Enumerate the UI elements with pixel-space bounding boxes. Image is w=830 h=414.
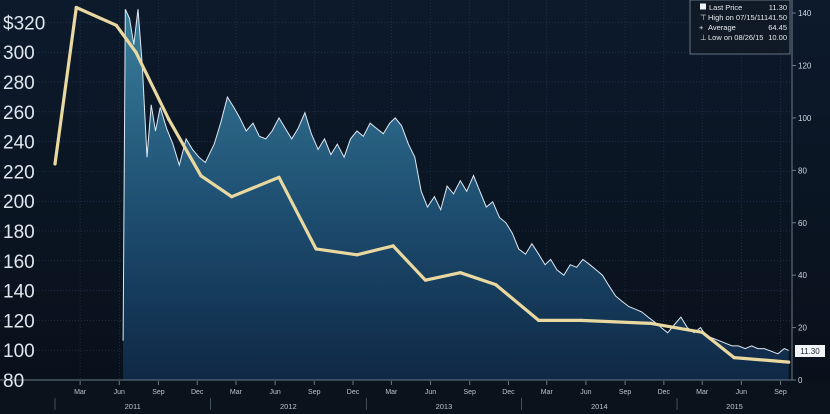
line-point xyxy=(700,330,704,334)
left-tick-label: 220 xyxy=(3,162,35,183)
left-tick-label: 120 xyxy=(3,311,35,332)
legend-marker-high: ⊤ xyxy=(700,13,707,22)
x-axis: Mar Jun Sep Dec Mar Jun Sep Dec Mar Jun Sep Dec Mar J… xyxy=(54,381,787,411)
line-point xyxy=(53,162,57,166)
x-year-label: 2011 xyxy=(125,402,141,411)
legend-marker-low: ⊥ xyxy=(700,33,707,42)
x-tick-label: Dec xyxy=(658,389,671,396)
x-tick-label: Dec xyxy=(502,389,515,396)
line-point xyxy=(134,50,138,54)
legend-value-low: 10.00 xyxy=(768,33,787,42)
x-tick-label: Mar xyxy=(696,389,709,396)
line-point xyxy=(649,321,653,325)
area-line xyxy=(122,8,789,355)
last-price-tag-text: 11.30 xyxy=(800,347,820,356)
line-point xyxy=(391,244,395,248)
x-tick-label: Dec xyxy=(347,389,360,396)
left-tick-label: $320 xyxy=(3,13,45,34)
area-fill xyxy=(123,9,789,380)
legend-value-high: 141.50 xyxy=(764,13,787,22)
yellow-line xyxy=(53,5,791,364)
line-point xyxy=(114,23,118,27)
line-point xyxy=(314,247,318,251)
legend-marker-average: + xyxy=(699,23,704,32)
legend-label-high: High on 07/15/11 xyxy=(708,13,765,22)
x-axis-band xyxy=(0,381,830,414)
x-tick-label: Sep xyxy=(774,389,787,396)
x-year-label: 2014 xyxy=(591,402,608,411)
left-tick-label: 140 xyxy=(3,282,35,303)
right-tick-label: 0 xyxy=(798,376,803,385)
left-tick-label: 280 xyxy=(3,73,35,94)
x-tick-label: Sep xyxy=(619,389,632,396)
x-tick-label: Mar xyxy=(385,389,398,396)
x-year-label: 2012 xyxy=(280,402,297,411)
left-tick-label: 100 xyxy=(3,341,35,362)
line-point xyxy=(277,175,281,179)
right-tick-label: 140 xyxy=(798,9,812,18)
left-axis: $320 300 280 260 240 220 200 180 160 140 120 100 80 xyxy=(3,13,45,392)
legend-value-average: 64.45 xyxy=(768,23,787,32)
left-tick-label: 180 xyxy=(3,222,35,243)
x-tick-label: Dec xyxy=(191,389,204,396)
legend-value-last-price: 11.30 xyxy=(769,3,787,12)
right-tick-label: 80 xyxy=(798,166,807,175)
x-tick-label: Jun xyxy=(580,389,591,396)
x-tick-label: Jun xyxy=(114,389,125,396)
x-tick-label: Mar xyxy=(74,389,87,396)
left-tick-label: 260 xyxy=(3,103,35,124)
x-year-label: 2013 xyxy=(436,402,453,411)
area-series xyxy=(122,8,789,380)
left-tick-label: 160 xyxy=(3,252,35,273)
left-tick-label: 200 xyxy=(3,192,35,213)
x-tick-label: Mar xyxy=(541,389,554,396)
right-tick-label: 100 xyxy=(798,114,812,123)
x-year-label: 2015 xyxy=(726,402,743,411)
line-point xyxy=(167,117,171,121)
legend-label-low: Low on 08/26/15 xyxy=(708,33,763,42)
legend-label-average: Average xyxy=(708,23,736,32)
last-price-tag: 11.30 xyxy=(795,345,825,357)
line-point xyxy=(494,283,498,287)
left-tick-label: 300 xyxy=(3,43,35,64)
line-point xyxy=(423,278,428,282)
line-point xyxy=(74,5,78,10)
left-tick-label: 240 xyxy=(3,133,35,154)
x-tick-label: Sep xyxy=(152,389,165,396)
line-point xyxy=(230,195,234,199)
line-point xyxy=(786,360,791,364)
line-point xyxy=(199,174,203,178)
right-tick-label: 40 xyxy=(798,271,807,280)
x-tick-label: Jun xyxy=(736,389,747,396)
x-tick-label: Jun xyxy=(425,389,436,396)
right-tick-label: 20 xyxy=(798,324,807,333)
line-series xyxy=(53,5,791,364)
legend-label-last-price: Last Price xyxy=(709,3,742,12)
legend: ⊤ + ⊥ Last Price 11.30 High on 07/15/11 … xyxy=(689,0,791,55)
line-point xyxy=(732,356,736,360)
right-tick-label: 120 xyxy=(798,62,812,71)
x-tick-label: Sep xyxy=(463,389,476,396)
legend-swatch-last-price xyxy=(700,3,706,10)
right-axis: 140 120 100 80 60 40 20 0 xyxy=(792,9,812,385)
last-price-tag-box xyxy=(795,345,825,357)
line-point xyxy=(458,271,462,275)
line-point xyxy=(537,318,541,322)
left-tick-label: 80 xyxy=(3,371,24,392)
legend-box xyxy=(689,0,791,55)
line-point xyxy=(355,253,359,257)
x-tick-label: Sep xyxy=(308,389,321,396)
right-tick-label: 60 xyxy=(798,219,807,228)
x-tick-label: Jun xyxy=(269,389,280,396)
x-tick-label: Mar xyxy=(230,389,243,396)
line-point xyxy=(579,318,583,322)
